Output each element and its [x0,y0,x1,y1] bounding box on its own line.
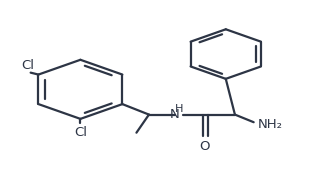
Text: Cl: Cl [74,127,87,140]
Text: H: H [174,104,183,114]
Text: Cl: Cl [21,59,34,72]
Text: NH₂: NH₂ [258,118,283,131]
Text: O: O [200,140,210,153]
Text: N: N [170,108,180,121]
